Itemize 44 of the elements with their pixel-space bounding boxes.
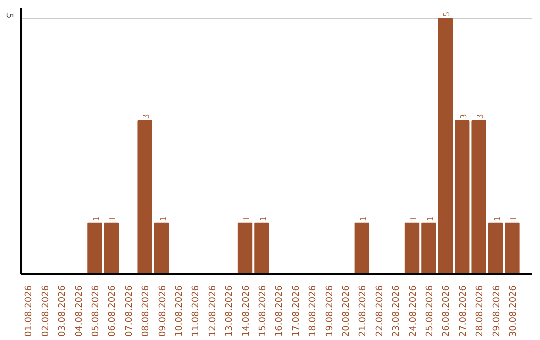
data-label: 1 (108, 216, 118, 222)
x-tick-label: 04.08.2026 (74, 285, 85, 338)
data-label: 1 (241, 216, 252, 222)
x-tick-label: 14.08.2026 (242, 285, 252, 338)
x-tick-label: 13.08.2026 (225, 285, 236, 338)
x-tick-label: 02.08.2026 (41, 285, 52, 338)
data-label: 3 (475, 114, 486, 120)
x-tick-label: 26.08.2026 (442, 285, 452, 338)
data-label: 1 (90, 216, 101, 222)
x-tick-label: 18.08.2026 (308, 285, 319, 338)
data-label: 1 (492, 216, 502, 222)
x-tick-label: 05.08.2026 (91, 285, 102, 338)
x-tick-label: 28.08.2026 (476, 285, 486, 338)
x-tick-label: 30.08.2026 (508, 285, 519, 338)
x-tick-label: 09.08.2026 (158, 285, 168, 338)
x-tick-label: 11.08.2026 (192, 285, 202, 338)
data-label: 1 (358, 216, 368, 222)
x-tick-label: 23.08.2026 (392, 285, 402, 338)
x-tick-label: 25.08.2026 (425, 285, 436, 338)
x-tick-label: 29.08.2026 (492, 285, 502, 338)
data-label: 1 (508, 216, 518, 222)
data-label: 3 (141, 114, 152, 120)
data-label: 1 (424, 216, 435, 222)
x-tick-label: 24.08.2026 (408, 285, 419, 338)
x-tick-label: 12.08.2026 (208, 285, 218, 338)
x-tick-label: 17.08.2026 (292, 285, 302, 338)
data-label: 1 (258, 216, 268, 222)
x-tick-label: 01.08.2026 (24, 285, 35, 338)
data-label: 5 (442, 12, 452, 17)
data-label: 1 (158, 216, 168, 222)
x-tick-label: 19.08.2026 (325, 285, 336, 338)
x-tick-label: 20.08.2026 (342, 285, 352, 338)
x-tick-label: 27.08.2026 (458, 285, 469, 338)
x-tick-label: 21.08.2026 (358, 285, 369, 338)
x-tick-label: 08.08.2026 (142, 285, 152, 338)
x-tick-label: 15.08.2026 (258, 285, 268, 338)
data-label: 3 (458, 114, 468, 120)
x-tick-label: 10.08.2026 (174, 285, 185, 338)
x-tick-label: 03.08.2026 (58, 285, 68, 338)
x-tick-label: 16.08.2026 (275, 285, 286, 338)
x-tick-label: 06.08.2026 (108, 285, 118, 338)
x-tick-label: 07.08.2026 (124, 285, 135, 338)
data-label: 1 (408, 216, 418, 222)
x-tick-label: 22.08.2026 (375, 285, 386, 338)
